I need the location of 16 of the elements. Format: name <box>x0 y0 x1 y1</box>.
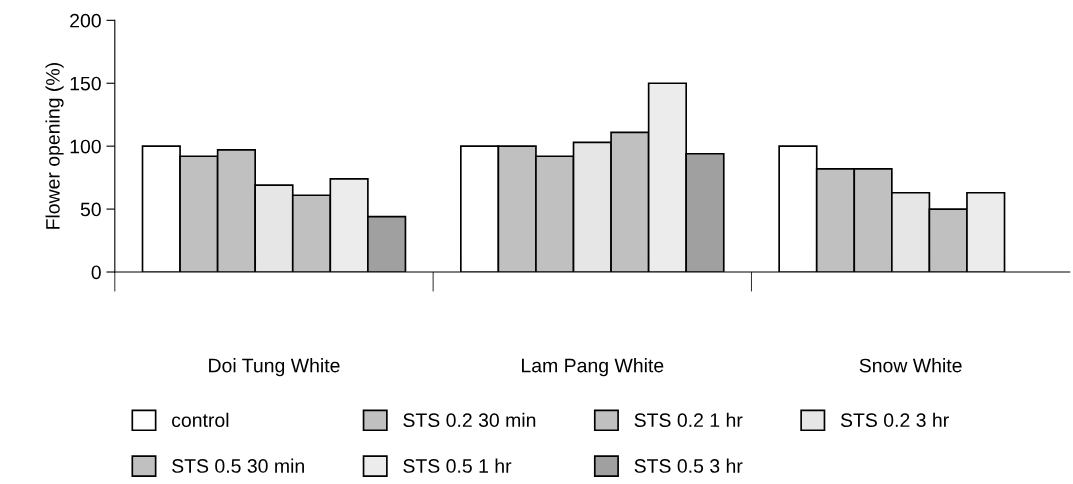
legend-label: STS 0.5 3 hr <box>634 458 743 473</box>
y-tick-label: 100 <box>70 139 101 154</box>
legend-label: control <box>172 412 229 428</box>
y-tick-label: 0 <box>91 265 101 280</box>
legend-label: STS 0.2 1 hr <box>634 412 743 428</box>
y-tick-label: 50 <box>80 202 101 217</box>
y-tick-label: 200 <box>70 13 101 28</box>
y-tick-label: 150 <box>70 76 101 91</box>
legend-label: STS 0.2 30 min <box>403 412 536 428</box>
legend-label: STS 0.2 3 hr <box>840 412 949 428</box>
x-tick-label: Doi Tung White <box>209 358 340 377</box>
y-axis-title: Flower opening (%) <box>45 63 64 229</box>
legend-label: STS 0.5 1 hr <box>403 458 512 473</box>
legend-label: STS 0.5 30 min <box>172 458 304 473</box>
x-tick-label: Lam Pang White <box>522 358 664 377</box>
x-tick-label: Snow White <box>859 358 962 373</box>
